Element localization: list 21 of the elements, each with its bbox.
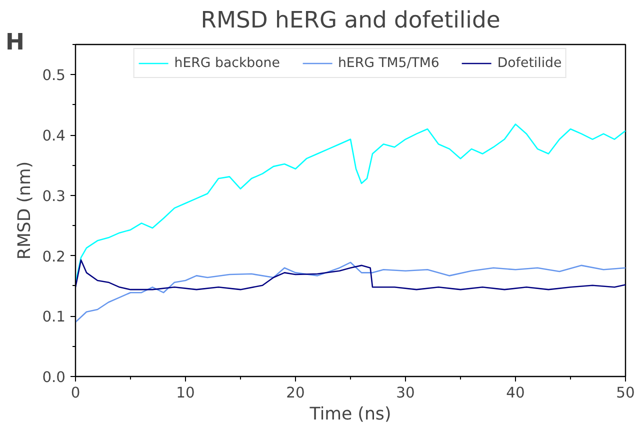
line-series <box>76 259 626 290</box>
y-tick-label: 0.3 <box>42 188 66 205</box>
chart-title: RMSD hERG and dofetilide <box>200 8 500 34</box>
x-tick-label: 40 <box>506 384 525 402</box>
y-axis-title: RMSD (nm) <box>15 161 36 260</box>
y-tick-label: 0.2 <box>42 248 66 266</box>
x-tick-label: 0 <box>70 384 80 402</box>
y-tick-label: 0.4 <box>42 128 66 145</box>
legend-label: hERG backbone <box>174 56 280 70</box>
y-tick-label: 0.1 <box>42 308 66 326</box>
y-tick-label: 0.5 <box>42 67 66 84</box>
x-tick-label: 50 <box>616 384 635 402</box>
x-tick-label: 20 <box>286 384 305 402</box>
legend-label: hERG TM5/TM6 <box>338 56 440 70</box>
line-series <box>76 262 626 323</box>
legend-label: Dofetilide <box>497 56 562 70</box>
x-tick-label: 30 <box>396 384 415 402</box>
y-tick-label: 0.0 <box>42 369 66 386</box>
x-tick-label: 10 <box>176 384 195 402</box>
x-axis-title: Time (ns) <box>308 404 392 424</box>
text: H <box>6 30 24 56</box>
